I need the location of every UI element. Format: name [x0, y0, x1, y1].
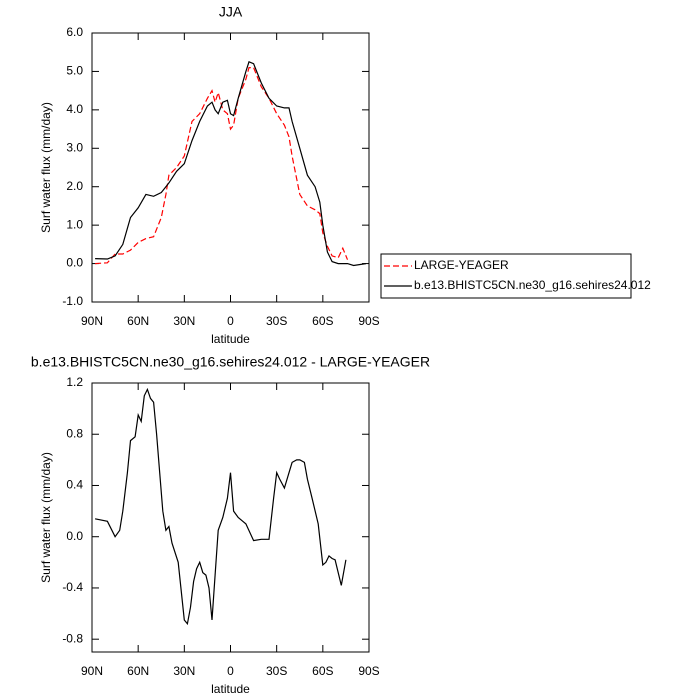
y-tick-label: 0.8 — [66, 426, 83, 440]
plot-frame — [91, 382, 370, 653]
data-line — [94, 387, 347, 626]
y-tick-label: 4.0 — [66, 102, 83, 116]
x-tick-label: 30N — [173, 664, 195, 678]
y-tick-label: 0.4 — [66, 478, 83, 492]
plot-frame — [91, 32, 370, 303]
chart-title: b.e13.BHISTC5CN.ne30_g16.sehires24.012 -… — [31, 354, 430, 370]
legend-box — [380, 253, 632, 299]
data-line — [95, 60, 366, 267]
legend-label: b.e13.BHISTC5CN.ne30_g16.sehires24.012 — [414, 278, 651, 292]
x-tick-label: 90S — [358, 664, 379, 678]
y-tick-label: 0.0 — [66, 529, 83, 543]
y-tick-label: -0.4 — [62, 580, 83, 594]
x-tick-label: 90N — [81, 664, 103, 678]
y-tick-label: -1.0 — [62, 294, 83, 308]
x-tick-label: 30N — [173, 314, 195, 328]
x-tick-label: 90S — [358, 314, 379, 328]
y-tick-label: 6.0 — [66, 25, 83, 39]
y-tick-label: 2.0 — [66, 179, 83, 193]
x-tick-label: 60S — [312, 314, 333, 328]
y-tick-label: 0.0 — [66, 256, 83, 270]
x-tick-label: 60N — [127, 314, 149, 328]
y-axis-label: Surf water flux (mm/day) — [39, 452, 53, 583]
x-tick-label: 0 — [227, 314, 234, 328]
legend-label: LARGE-YEAGER — [414, 258, 509, 272]
y-tick-label: 1.0 — [66, 217, 83, 231]
y-tick-label: 3.0 — [66, 140, 83, 154]
data-line — [95, 67, 349, 265]
y-tick-label: 1.2 — [66, 375, 83, 389]
chart-title: JJA — [219, 4, 243, 20]
x-tick-label: 30S — [266, 314, 287, 328]
x-tick-label: 90N — [81, 314, 103, 328]
x-tick-label: 60N — [127, 664, 149, 678]
y-tick-label: 5.0 — [66, 64, 83, 78]
x-axis-label: latitude — [211, 682, 250, 696]
y-axis-label: Surf water flux (mm/day) — [39, 102, 53, 233]
x-tick-label: 60S — [312, 664, 333, 678]
x-tick-label: 0 — [227, 664, 234, 678]
x-tick-label: 30S — [266, 664, 287, 678]
x-axis-label: latitude — [211, 332, 250, 346]
y-tick-label: -0.8 — [62, 631, 83, 645]
